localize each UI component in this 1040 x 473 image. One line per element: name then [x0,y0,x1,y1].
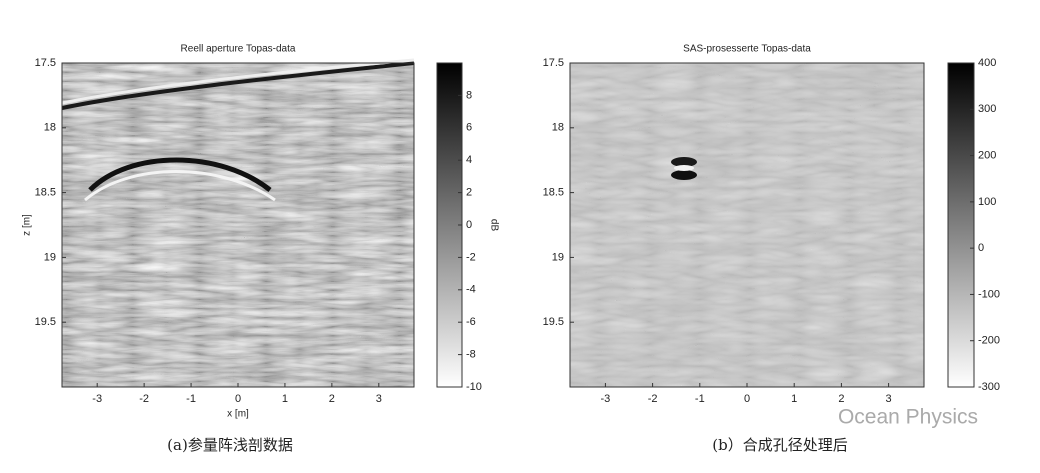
x-tick-label: -1 [695,393,705,405]
y-tick-label: 18.5 [35,187,56,199]
colorbar-tick-label: 300 [978,103,996,115]
reflector [84,170,276,202]
colorbar-tick-label: 100 [978,196,996,208]
target-blob [671,170,697,180]
colorbar-tick-label: 200 [978,149,996,161]
image-texture [570,63,924,387]
x-tick-label: -3 [92,393,102,405]
colorbar-tick-label: 4 [466,154,472,166]
x-tick-label: 1 [282,393,288,405]
colorbar-tick-label: 0 [466,219,472,231]
y-tick-label: 18 [44,122,56,134]
colorbar [436,62,463,388]
colorbar-tick-label: 400 [978,57,996,69]
x-tick-label: 0 [744,393,750,405]
colorbar-tick-label: -200 [978,335,1000,347]
x-tick-label: 0 [235,393,241,405]
image-texture [62,63,414,387]
colorbar-tick-label: -4 [466,284,476,296]
y-tick-label: 19 [44,251,56,263]
y-tick-label: 17.5 [35,57,56,69]
y-tick-label: 19.5 [543,316,564,328]
watermark: Ocean Physics [838,406,978,429]
target-blob [671,157,697,167]
x-tick-label: 3 [376,393,382,405]
x-tick-label: -3 [601,393,611,405]
y-tick-label: 19 [552,251,564,263]
reflector [61,58,415,105]
colorbar-tick-label: 6 [466,122,472,134]
chart-title: SAS-prosesserte Topas-data [683,44,811,55]
colorbar-tick-label: 0 [978,242,984,254]
y-tick-label: 18.5 [543,187,564,199]
y-tick-label: 19.5 [35,316,56,328]
colorbar-tick-label: -300 [978,381,1000,393]
caption: (a)参量阵浅剖数据 [167,436,293,454]
x-tick-label: 2 [838,393,844,405]
colorbar-tick-label: -100 [978,288,1000,300]
reflector [88,157,272,192]
target-blob [674,165,694,171]
chart-title: Reell aperture Topas-data [181,44,296,55]
caption: (b）合成孔径处理后 [712,436,847,454]
colorbar-label: dB [488,219,499,232]
colorbar-tick-label: 2 [466,187,472,199]
colorbar-tick-label: -6 [466,316,476,328]
colorbar [947,62,975,388]
colorbar-tick-label: -8 [466,349,476,361]
y-tick-label: 17.5 [543,57,564,69]
colorbar-tick-label: -2 [466,251,476,263]
x-tick-label: 3 [886,393,892,405]
y-tick-label: 18 [552,122,564,134]
x-tick-label: -2 [648,393,658,405]
x-tick-label: 2 [329,393,335,405]
y-axis-label: z [m] [22,214,33,236]
x-tick-label: 1 [791,393,797,405]
reflector [61,61,415,110]
x-tick-label: -2 [139,393,149,405]
colorbar-tick-label: -10 [466,381,482,393]
colorbar-tick-label: 8 [466,89,472,101]
x-axis-label: x [m] [227,409,249,420]
x-tick-label: -1 [186,393,196,405]
